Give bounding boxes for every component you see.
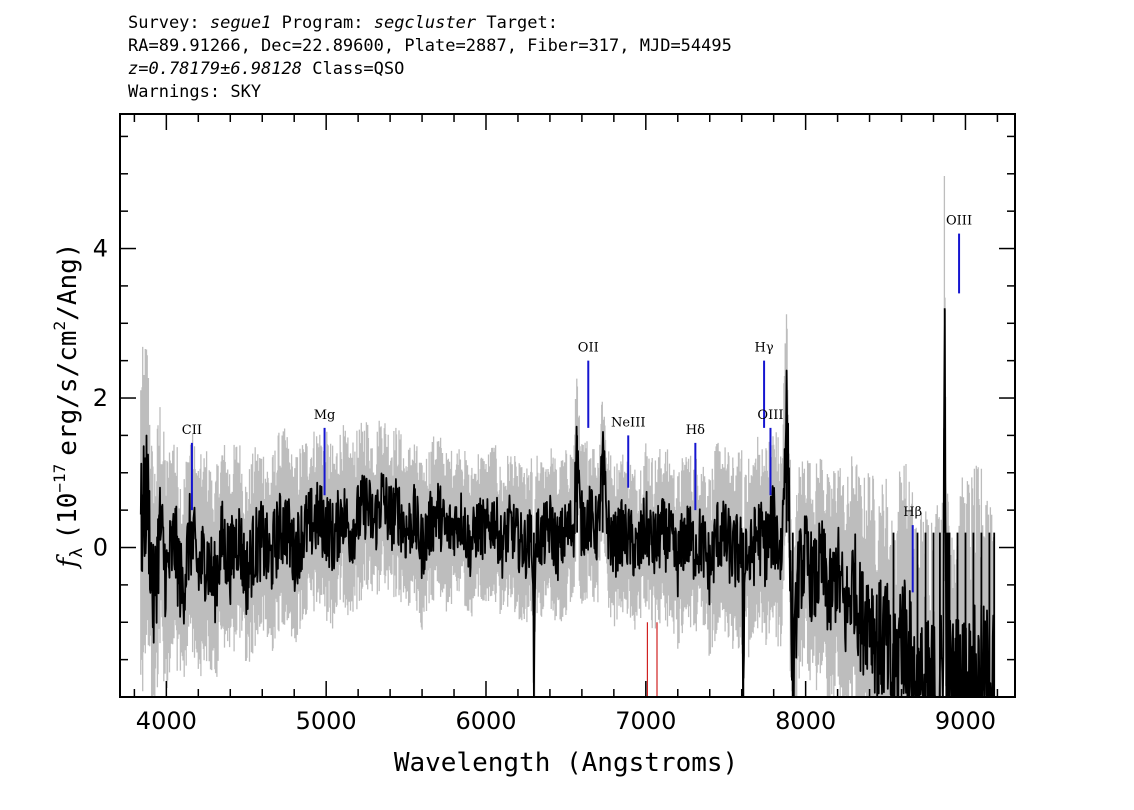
y-axis-units-mid: erg/s/cm bbox=[53, 330, 83, 455]
x-tick-label: 8000 bbox=[775, 707, 836, 735]
y-axis-exponent-2: 2 bbox=[50, 321, 69, 331]
program-label: Program: bbox=[281, 13, 364, 33]
y-axis-exponent: −17 bbox=[50, 464, 69, 493]
y-axis-units-pre: (10 bbox=[53, 493, 83, 540]
x-tick-label: 6000 bbox=[455, 707, 516, 735]
survey-label: Survey: bbox=[128, 13, 200, 33]
survey-value: segue1 bbox=[209, 13, 272, 33]
header-line-2: RA=89.91266, Dec=22.89600, Plate=2887, F… bbox=[128, 36, 732, 56]
class-value: Class=QSO bbox=[312, 59, 405, 79]
spectrum-header: Survey: segue1 Program: segcluster Targe… bbox=[128, 12, 732, 104]
y-tick-label: 4 bbox=[93, 235, 108, 263]
line-marker-label: OIII bbox=[946, 214, 972, 229]
flux-line bbox=[139, 308, 996, 698]
line-marker-label: Hβ bbox=[903, 505, 922, 520]
line-marker-label: NeIII bbox=[611, 415, 645, 430]
line-marker-label: Hγ bbox=[755, 341, 774, 356]
x-axis-title: Wavelength (Angstroms) bbox=[394, 748, 738, 778]
y-axis-subscript: λ bbox=[67, 548, 87, 558]
header-line-1: Survey: segue1 Program: segcluster Targe… bbox=[128, 12, 732, 35]
y-axis-units-post: /Ang) bbox=[53, 243, 83, 321]
line-markers: CII Mg OII NeIII Hδ Hγ OIII Hβ OIII bbox=[182, 214, 972, 697]
target-label: Target: bbox=[486, 13, 558, 33]
program-value: segcluster bbox=[373, 13, 477, 33]
line-marker-label: OII bbox=[578, 341, 599, 356]
header-line-3: z=0.78179±6.98128 Class=QSO bbox=[128, 58, 732, 81]
redshift-value: z=0.78179±6.98128 bbox=[128, 59, 302, 79]
y-tick-label: 2 bbox=[93, 384, 108, 412]
line-marker-label: OIII bbox=[757, 408, 783, 423]
x-tick-label: 4000 bbox=[136, 707, 197, 735]
x-tick-label: 7000 bbox=[615, 707, 676, 735]
plot-frame bbox=[119, 113, 1016, 698]
line-marker-label: Hδ bbox=[686, 423, 705, 438]
line-marker-label: Mg bbox=[314, 408, 336, 423]
axes: 4000 5000 6000 7000 8000 9000 0 2 4 bbox=[93, 113, 1016, 735]
y-tick-label: 0 bbox=[93, 534, 108, 562]
line-marker-label: CII bbox=[182, 423, 202, 438]
flux-series bbox=[139, 308, 996, 698]
x-tick-label: 9000 bbox=[935, 707, 996, 735]
warnings-line: Warnings: SKY bbox=[128, 82, 262, 102]
y-axis-title: fλ(10−17erg/s/cm2/Ang) bbox=[50, 243, 87, 570]
x-tick-label: 5000 bbox=[296, 707, 357, 735]
